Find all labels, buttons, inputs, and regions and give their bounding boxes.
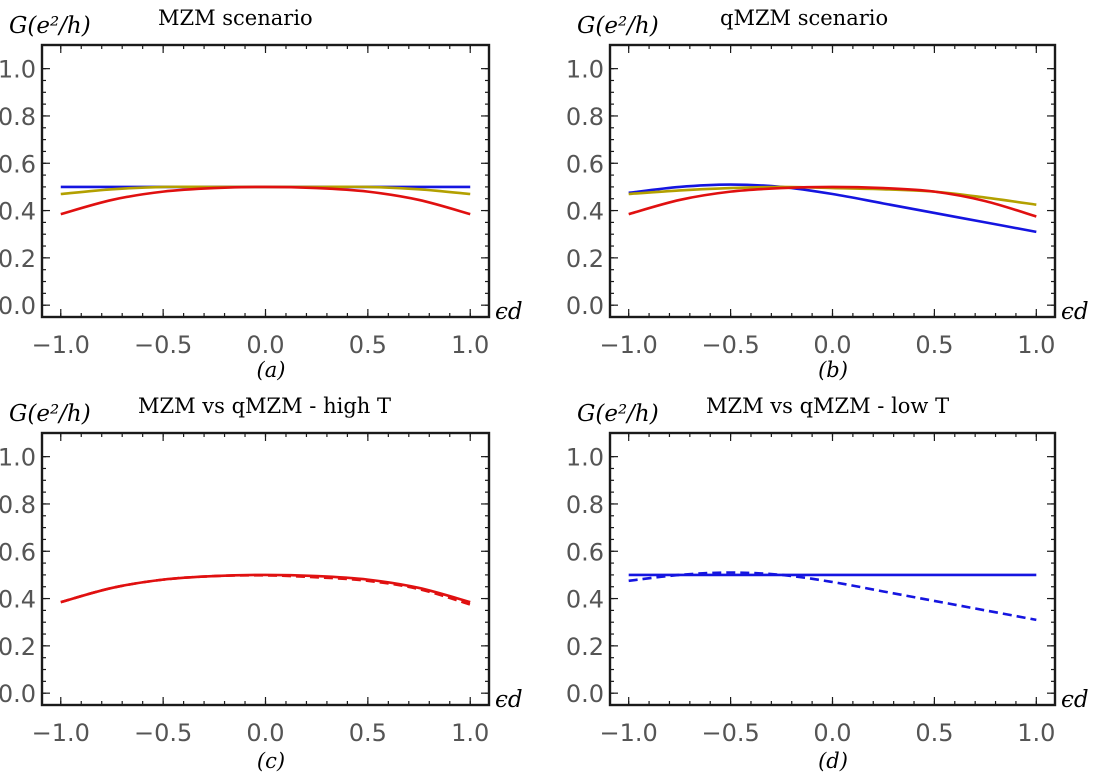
y-axis-label: G(e²/h)	[9, 401, 91, 427]
chart-panel-b: −1.0 −0.5 0.0 0.5 1.0 0.0 0.2 0.4 0.6 0.8 1.0 G(e²/…	[566, 6, 1089, 382]
y-tick-label: 0.8	[0, 103, 36, 131]
y-tick-label: 1.0	[566, 444, 604, 472]
x-tick-label: −0.5	[134, 331, 192, 359]
y-tick-label: 1.0	[0, 56, 36, 84]
x-tick-label: 0.5	[349, 331, 387, 359]
y-tick-label: 0.8	[566, 103, 604, 131]
y-tick-label: 0.8	[566, 491, 604, 519]
x-tick-label: 1.0	[1017, 719, 1055, 747]
plot-frame	[40, 43, 491, 319]
series-line-1	[628, 183, 1037, 234]
chart-title: MZM vs qMZM - high T	[138, 394, 391, 418]
chart-panel-c: −1.0 −0.5 0.0 0.5 1.0 0.0 0.2 0.4 0.6 0.8 1.0 G(e²/…	[0, 394, 523, 773]
y-tick-label: 0.0	[566, 680, 604, 708]
y-tick-label: 0.2	[566, 633, 604, 661]
x-tick-label: 0.0	[246, 719, 284, 747]
x-tick-label: −0.5	[134, 719, 192, 747]
x-tick-label: 0.0	[813, 719, 851, 747]
x-axis-label: ϵd	[1061, 299, 1089, 325]
y-axis-label: G(e²/h)	[577, 13, 659, 39]
chart-title: qMZM scenario	[720, 6, 888, 30]
chart-title: MZM scenario	[158, 6, 313, 30]
y-tick-label: 0.0	[566, 292, 604, 320]
y-tick-label: 0.6	[566, 150, 604, 178]
chart-panel-a: −1.0 −0.5 0.0 0.5 1.0 0.0 0.2 0.4 0.6 0.8 1.0 G(e²/…	[0, 6, 523, 382]
series-line-2	[628, 185, 1037, 206]
x-tick-label: 0.5	[349, 719, 387, 747]
series-line-1	[60, 573, 471, 604]
x-tick-label: 0.5	[915, 719, 953, 747]
y-tick-label: 0.6	[0, 538, 36, 566]
y-tick-label: 0.2	[0, 245, 36, 273]
y-tick-label: 0.2	[0, 633, 36, 661]
y-axis-label: G(e²/h)	[577, 401, 659, 427]
panel-caption: (c)	[257, 749, 285, 773]
x-tick-label: −1.0	[600, 331, 658, 359]
y-tick-label: 0.0	[0, 680, 36, 708]
series-line-3	[628, 185, 1037, 218]
panel-caption: (b)	[818, 358, 848, 382]
series-line-3	[60, 185, 471, 216]
y-tick-label: 0.4	[566, 198, 604, 226]
x-tick-label: −1.0	[600, 719, 658, 747]
x-axis-label: ϵd	[1061, 687, 1089, 713]
x-axis-label: ϵd	[495, 299, 523, 325]
y-tick-label: 0.6	[0, 150, 36, 178]
y-tick-label: 0.8	[0, 491, 36, 519]
x-tick-label: −1.0	[32, 331, 90, 359]
x-tick-label: 1.0	[451, 331, 489, 359]
x-tick-label: 0.0	[813, 331, 851, 359]
y-tick-label: 1.0	[0, 444, 36, 472]
x-tick-label: 1.0	[451, 719, 489, 747]
chart-panel-d: −1.0 −0.5 0.0 0.5 1.0 0.0 0.2 0.4 0.6 0.8 1.0 G(e²/…	[566, 394, 1089, 773]
plot-frame	[40, 431, 491, 707]
series-line-2-dashed	[628, 571, 1037, 622]
x-tick-label: −1.0	[32, 719, 90, 747]
chart-title: MZM vs qMZM - low T	[706, 394, 949, 418]
y-tick-label: 0.2	[566, 245, 604, 273]
x-tick-label: −0.5	[701, 331, 759, 359]
y-tick-label: 0.4	[0, 198, 36, 226]
y-tick-label: 0.4	[566, 586, 604, 614]
x-axis-label: ϵd	[495, 687, 523, 713]
y-tick-label: 1.0	[566, 56, 604, 84]
y-axis-label: G(e²/h)	[9, 13, 91, 39]
plot-frame	[608, 43, 1057, 319]
panel-caption: (d)	[818, 749, 848, 773]
panel-caption: (a)	[257, 358, 286, 382]
series-line-2-dashed	[60, 574, 471, 606]
y-tick-label: 0.4	[0, 586, 36, 614]
y-tick-label: 0.6	[566, 538, 604, 566]
y-tick-label: 0.0	[0, 292, 36, 320]
x-tick-label: 0.0	[246, 331, 284, 359]
x-tick-label: −0.5	[701, 719, 759, 747]
plot-frame	[608, 431, 1057, 707]
x-tick-label: 1.0	[1017, 331, 1055, 359]
x-tick-label: 0.5	[915, 331, 953, 359]
